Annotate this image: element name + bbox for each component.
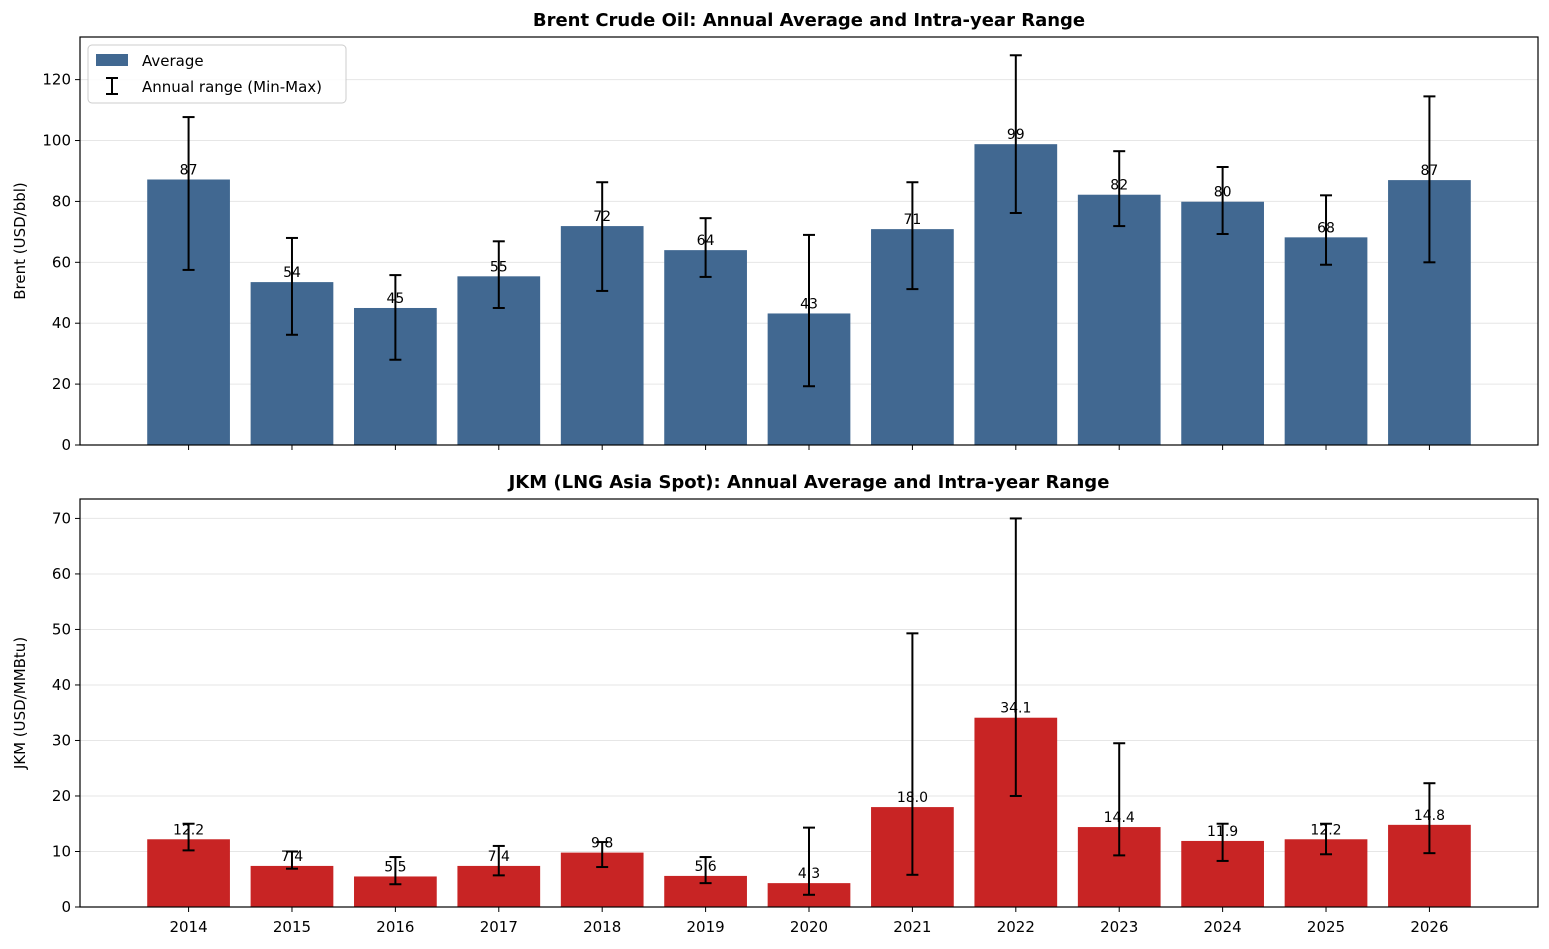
range-errorbar xyxy=(1113,150,1126,228)
x-tick-label: 2021 xyxy=(893,918,931,936)
x-tick-label: 2018 xyxy=(583,918,621,936)
y-tick-label: 0 xyxy=(61,898,71,916)
y-tick-label: 100 xyxy=(42,132,71,150)
legend-label-average: Average xyxy=(142,52,204,70)
range-errorbar xyxy=(285,850,298,870)
legend-box xyxy=(87,44,347,104)
y-tick-label: 40 xyxy=(52,314,71,332)
legend-swatch-range xyxy=(106,77,118,95)
x-tick-label: 2014 xyxy=(169,918,207,936)
y-tick-label: 60 xyxy=(52,253,71,271)
chart-title: JKM (LNG Asia Spot): Annual Average and … xyxy=(507,472,1110,493)
range-errorbar xyxy=(906,632,919,876)
range-errorbar xyxy=(596,181,609,292)
legend-swatch-average xyxy=(96,54,128,66)
x-tick-label: 2016 xyxy=(376,918,414,936)
y-tick-label: 10 xyxy=(52,842,71,860)
y-tick-label: 0 xyxy=(61,436,71,454)
range-errorbar xyxy=(699,217,712,278)
x-tick-label: 2020 xyxy=(790,918,828,936)
range-errorbar xyxy=(803,233,815,388)
range-errorbar xyxy=(492,240,505,309)
range-errorbar xyxy=(596,841,609,869)
y-axis-label: Brent (USD/bbl) xyxy=(11,182,29,300)
range-errorbar xyxy=(1113,742,1126,857)
range-errorbar xyxy=(1320,194,1333,266)
chart-panel-2: 12.27.45.57.49.85.64.318.034.114.411.912… xyxy=(11,472,1539,936)
range-errorbar xyxy=(1009,517,1022,797)
range-errorbar xyxy=(492,844,505,877)
y-tick-label: 120 xyxy=(42,71,71,89)
range-errorbar xyxy=(1423,782,1436,855)
range-errorbar xyxy=(906,181,919,291)
x-tick-label: 2026 xyxy=(1410,918,1448,936)
range-errorbar xyxy=(182,116,195,271)
range-errorbar xyxy=(389,274,402,361)
range-errorbar xyxy=(803,826,815,896)
x-tick-label: 2019 xyxy=(687,918,725,936)
y-tick-label: 80 xyxy=(52,192,71,210)
x-tick-label: 2015 xyxy=(273,918,311,936)
bar xyxy=(1077,194,1161,445)
y-tick-label: 40 xyxy=(52,676,71,694)
range-errorbar xyxy=(1009,54,1022,214)
bar xyxy=(1181,201,1264,445)
bar xyxy=(664,250,747,445)
range-errorbar xyxy=(389,856,402,886)
range-errorbar xyxy=(285,236,298,336)
chart-panel-1: 8754455572644371998280688702040608010012… xyxy=(11,10,1539,454)
range-errorbar xyxy=(1423,95,1436,264)
y-axis-label: JKM (USD/MMBtu) xyxy=(11,637,29,770)
legend-label-range: Annual range (Min-Max) xyxy=(142,78,322,96)
y-tick-label: 70 xyxy=(52,509,71,527)
y-tick-label: 20 xyxy=(52,375,71,393)
x-tick-label: 2017 xyxy=(480,918,518,936)
x-tick-label: 2024 xyxy=(1204,918,1242,936)
chart-title: Brent Crude Oil: Annual Average and Intr… xyxy=(533,10,1085,31)
range-errorbar xyxy=(1320,822,1333,856)
range-errorbar xyxy=(1216,166,1229,235)
x-tick-label: 2022 xyxy=(997,918,1035,936)
bar xyxy=(250,865,334,907)
range-errorbar xyxy=(699,856,712,885)
y-tick-label: 20 xyxy=(52,787,71,805)
y-tick-label: 30 xyxy=(52,731,71,749)
range-errorbar xyxy=(182,822,195,852)
x-tick-label: 2025 xyxy=(1307,918,1345,936)
range-errorbar xyxy=(1216,822,1229,862)
bar xyxy=(1284,237,1368,445)
y-tick-label: 60 xyxy=(52,565,71,583)
x-tick-label: 2023 xyxy=(1100,918,1138,936)
y-tick-label: 50 xyxy=(52,620,71,638)
legend: Average Annual range (Min-Max) xyxy=(87,44,347,104)
